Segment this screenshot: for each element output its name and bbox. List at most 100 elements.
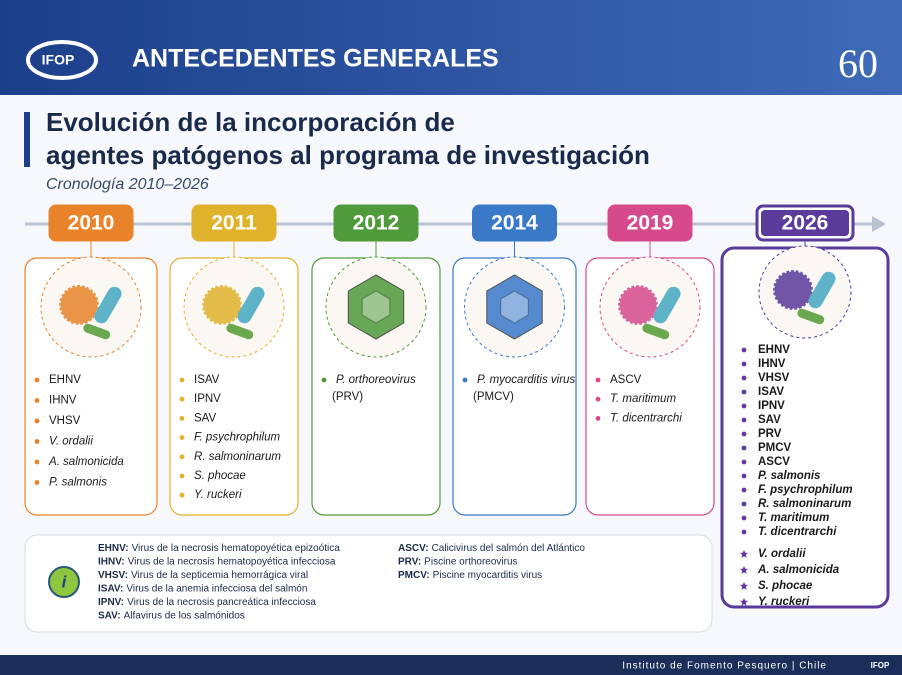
legend-entry: IPNV: Virus de la necrosis pancreática in… <box>98 597 316 608</box>
pathogen: S. phocae <box>194 470 246 482</box>
pathogen-abbrev: (PRV) <box>332 391 363 403</box>
title-line: agentes patógenos al programa de investi… <box>46 140 650 170</box>
bullet <box>741 445 747 451</box>
legend-entry: PRV: Piscine orthoreovirus <box>398 556 518 567</box>
bullet <box>595 416 601 421</box>
legend-definition: Virus de la necrosis pancreática infecci… <box>127 597 316 608</box>
pathogen: EHNV <box>758 344 790 356</box>
legend-term: PMCV: <box>398 570 430 581</box>
legend-term: ISAV: <box>98 583 123 594</box>
bullet <box>741 389 747 395</box>
pathogen: Y. ruckeri <box>194 489 242 501</box>
bullet <box>179 416 185 421</box>
year-label: 2011 <box>211 212 257 235</box>
pathogen: IHNV <box>758 358 786 370</box>
bullet <box>321 377 327 383</box>
legend-entry: SAV: Alfavirus de los salmónidos <box>98 610 245 621</box>
bullet <box>741 417 747 423</box>
year-label: 2019 <box>627 212 674 235</box>
bullet-star <box>740 598 748 606</box>
legend-definition: Piscine myocarditis virus <box>433 570 542 581</box>
pathogen: IHNV <box>49 395 77 407</box>
bullet <box>595 377 601 383</box>
logo-shape <box>26 40 98 80</box>
bullet <box>179 454 185 460</box>
pathogen: V. ordalii <box>758 548 806 560</box>
pathogen: SAV <box>758 414 781 426</box>
bacterium <box>808 271 836 309</box>
pathogen: P. salmonis <box>49 477 107 489</box>
virus <box>200 283 244 327</box>
legend-definition: Alfavirus de los salmónidos <box>124 610 245 621</box>
pathogen: F. psychrophilum <box>194 432 280 444</box>
bacterium <box>797 308 825 325</box>
pathogen: Y. ruckeri <box>758 596 810 608</box>
bullet <box>34 418 40 424</box>
footer-text: Instituto de Fomento Pesquero | Chile <box>622 661 827 672</box>
bullet <box>179 377 185 383</box>
pathogen: EHNV <box>49 374 81 386</box>
bullet <box>179 473 185 479</box>
pathogen: ISAV <box>758 386 784 398</box>
bullet <box>34 377 40 383</box>
bacterium <box>237 286 265 324</box>
pathogen: PMCV <box>758 442 792 454</box>
virus <box>57 283 101 327</box>
bullet <box>741 347 747 353</box>
virus <box>771 268 815 312</box>
bacterium <box>94 286 122 324</box>
pathogen: R. salmoninarum <box>194 451 281 463</box>
bullet <box>179 435 185 440</box>
legend-definition: Calicivirus del salmón del Atlántico <box>432 543 586 554</box>
legend-entry: PMCV: Piscine myocarditis virus <box>398 570 542 581</box>
pathogen: F. psychrophilum <box>758 484 853 496</box>
legend-definition: Virus de la septicemia hemorrágica viral <box>131 570 308 581</box>
bullet <box>741 473 747 479</box>
pathogen: S. phocae <box>758 580 813 592</box>
logo-text: IFOP <box>42 52 75 68</box>
subtitle: Cronología 2010–2026 <box>46 176 209 193</box>
virus <box>616 283 660 327</box>
virus-capsid <box>486 274 543 340</box>
legend-entry: ASCV: Calicivirus del salmón del Atlántic… <box>398 543 585 554</box>
timeline-arrow <box>872 216 886 232</box>
virus-core <box>500 290 529 324</box>
pathogen: V. ordalii <box>49 436 93 448</box>
year-label: 2014 <box>491 212 538 235</box>
bullet <box>34 480 40 485</box>
bullet <box>741 515 747 521</box>
pathogen: VHSV <box>758 372 790 384</box>
header-title: ANTECEDENTES GENERALES <box>132 45 499 73</box>
legend-term: ASCV: <box>398 543 429 554</box>
pathogen: R. salmoninarum <box>758 498 851 510</box>
bacterium <box>653 286 681 324</box>
pathogen: P. myocarditis virus <box>477 374 575 386</box>
bullet <box>741 529 747 535</box>
bullet-star <box>740 550 748 558</box>
bullet <box>741 501 747 507</box>
pathogen: ASCV <box>610 374 642 386</box>
bullet <box>179 396 185 402</box>
year-pill-inner <box>761 210 849 236</box>
bullet <box>741 361 747 367</box>
pathogen: P. salmonis <box>758 470 820 482</box>
pathogen: IPNV <box>194 393 221 405</box>
virus-core <box>361 290 391 324</box>
legend-term: IHNV: <box>98 556 125 567</box>
legend-definition: Virus de la anemia infecciosa del salmón <box>126 583 307 594</box>
pathogen: ASCV <box>758 456 790 468</box>
bacterium <box>642 323 670 340</box>
footer-logo: IFOP <box>871 661 890 670</box>
year-label: 2026 <box>782 212 829 235</box>
legend-term: EHNV: <box>98 543 129 554</box>
bacterium <box>83 323 111 340</box>
info-icon <box>48 566 80 598</box>
bullet <box>34 398 40 403</box>
virus-capsid <box>347 274 405 340</box>
legend-term: IPNV: <box>98 597 124 608</box>
pathogen: A. salmonicida <box>757 564 840 576</box>
bacterium <box>226 323 254 340</box>
legend-definition: Virus de la necrosis hematopoyética infe… <box>128 556 336 567</box>
bullet <box>741 431 747 437</box>
